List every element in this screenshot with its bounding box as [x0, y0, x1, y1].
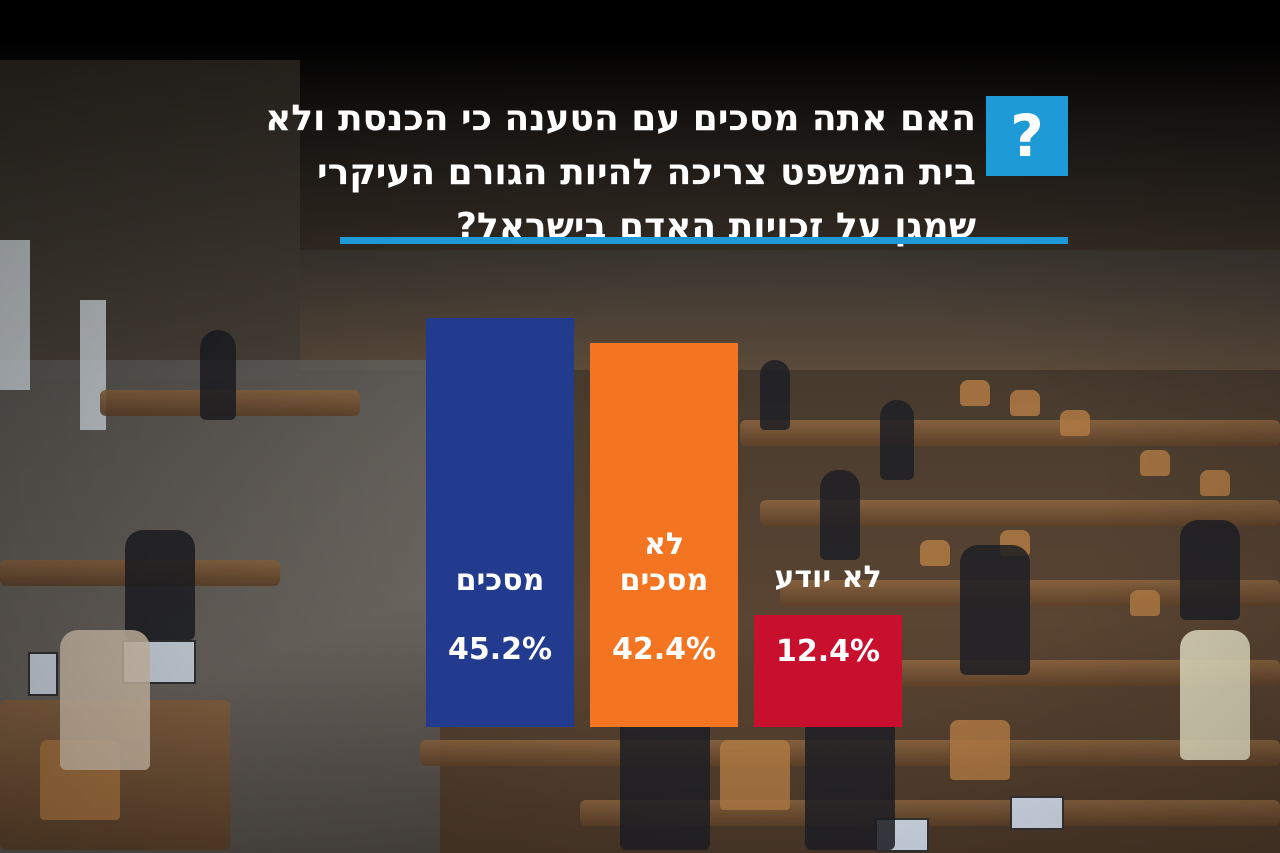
bar-2 — [590, 343, 738, 727]
question-line-2: בית המשפט צריכה להיות הגורם העיקרי — [317, 152, 976, 193]
bar-3 — [754, 615, 902, 727]
bar-value-label: 12.4% — [775, 634, 881, 669]
question-line-3: שמגן על זכויות האדם בישראל? — [456, 206, 976, 247]
bar-category-label: מסכים — [455, 563, 545, 598]
question-line-1: האם אתה מסכים עם הטענה כי הכנסת ולא — [265, 98, 976, 139]
bar-value-label: 42.4% — [611, 632, 717, 667]
bar-1 — [426, 318, 574, 727]
bar-category-label: לא מסכים — [619, 527, 709, 598]
question-mark-icon: ? — [986, 96, 1068, 176]
bar-category-label: לא יודע — [774, 560, 882, 595]
survey-question: האם אתה מסכים עם הטענה כי הכנסת ולא בית … — [265, 92, 976, 254]
bar-value-label: 45.2% — [447, 632, 553, 667]
title-underline — [340, 237, 1068, 244]
